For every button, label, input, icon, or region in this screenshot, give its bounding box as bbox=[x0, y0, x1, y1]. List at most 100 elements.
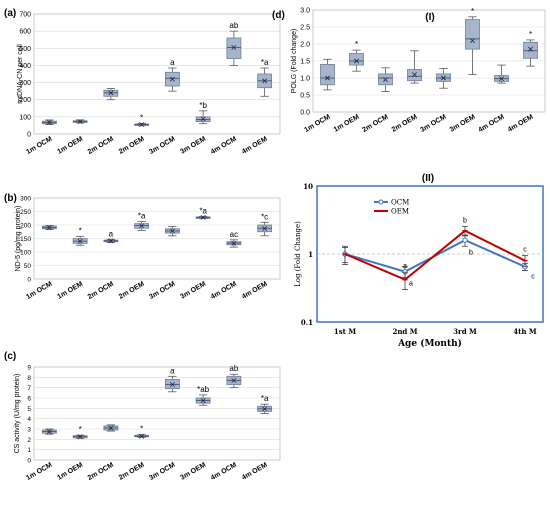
x-category-label: 2m OEM bbox=[118, 136, 146, 156]
significance-label: *a bbox=[261, 394, 269, 403]
x-category-label: 2m OEM bbox=[118, 462, 146, 482]
y-tick-label: 50 bbox=[24, 263, 32, 270]
y-tick-label: 300 bbox=[19, 80, 31, 87]
y-tick-label: 0 bbox=[27, 277, 31, 284]
y-tick-label: 0.1 bbox=[301, 318, 313, 327]
x-category-label: 3m OEM bbox=[179, 281, 207, 301]
significance-label: * bbox=[355, 40, 358, 49]
x-category-label: 3m OEM bbox=[449, 114, 477, 134]
y-tick-label: 1.5 bbox=[300, 59, 310, 66]
y-tick-label: 0 bbox=[27, 458, 31, 465]
significance-label: * bbox=[140, 425, 143, 434]
y-tick-label: 1.0 bbox=[300, 76, 310, 83]
box-mean-marker bbox=[139, 223, 145, 229]
x-category-label: 1m OCM bbox=[25, 136, 53, 156]
x-category-label: 4m OCM bbox=[210, 136, 238, 156]
significance-label: ab bbox=[229, 364, 238, 373]
x-category-label: 4th M bbox=[513, 327, 537, 336]
x-category-label: 1m OCM bbox=[25, 462, 53, 482]
box-3m-oem: * bbox=[465, 7, 480, 75]
x-category-label: 4m OCM bbox=[210, 462, 238, 482]
significance-label: a bbox=[170, 366, 175, 375]
y-tick-label: 8 bbox=[27, 375, 31, 382]
significance-label: c bbox=[531, 274, 535, 281]
significance-label: ab bbox=[229, 21, 238, 30]
box-3m-oem: *ab bbox=[195, 385, 211, 406]
box-mean-marker bbox=[77, 119, 83, 125]
significance-label: *ab bbox=[197, 385, 210, 394]
line-panel: 0.1 1 10 Log (Fold Change) (II) 1st M 2nd M 3rd… bbox=[294, 173, 544, 349]
x-category-label: 3m OEM bbox=[179, 462, 207, 482]
y-tick-label: 400 bbox=[19, 63, 31, 70]
box-iqr bbox=[465, 19, 480, 50]
box-3m-oem: *b bbox=[195, 101, 211, 125]
y-tick-label: 200 bbox=[20, 223, 31, 230]
box-mean-marker bbox=[231, 44, 237, 50]
y-axis-label: POLG (Fold change) bbox=[291, 29, 298, 94]
x-category-label: 4m OEM bbox=[241, 281, 269, 301]
panel-label: (a) bbox=[4, 8, 16, 19]
significance-label: * bbox=[471, 7, 474, 16]
box-mean-marker bbox=[200, 214, 206, 220]
significance-label: a bbox=[403, 263, 407, 270]
box-2m-ocm bbox=[103, 88, 119, 101]
y-tick-label: 6 bbox=[27, 396, 31, 403]
x-axis-label: Age (Month) bbox=[397, 338, 462, 349]
box-2m-oem: * bbox=[134, 113, 150, 128]
box-mean-marker bbox=[46, 429, 52, 435]
box-4m-ocm: ac bbox=[226, 230, 242, 248]
box-4m-oem: *a bbox=[257, 58, 273, 97]
y-tick-label: 700 bbox=[19, 12, 31, 19]
y-tick-label: 0.5 bbox=[300, 93, 310, 100]
y-tick-label: 2.5 bbox=[300, 25, 310, 32]
box-3m-ocm: a bbox=[164, 58, 180, 92]
box-iqr bbox=[349, 53, 364, 66]
box-3m-ocm: a bbox=[164, 366, 180, 393]
box-2m-oem: * bbox=[134, 425, 150, 439]
subpanel-label: (II) bbox=[422, 173, 434, 184]
box-mean-marker bbox=[108, 90, 114, 96]
y-tick-label: 10 bbox=[303, 182, 313, 191]
legend-label: OEM bbox=[391, 208, 409, 216]
significance-label: c bbox=[523, 247, 527, 254]
x-category-label: 2m OCM bbox=[87, 462, 115, 482]
x-category-label: 2m OEM bbox=[391, 114, 419, 134]
box-mean-marker bbox=[412, 72, 417, 78]
box-2m-ocm: a bbox=[103, 229, 119, 244]
x-category-label: 1m OCM bbox=[25, 281, 53, 301]
box-mean-marker bbox=[77, 238, 83, 244]
x-category-label: 1m OEM bbox=[56, 136, 84, 156]
box-mean-marker bbox=[139, 122, 145, 128]
significance-label: a bbox=[409, 281, 413, 288]
y-tick-label: 100 bbox=[20, 250, 31, 257]
box-4m-oem: *c bbox=[257, 212, 273, 237]
box-mean-marker bbox=[262, 226, 268, 231]
box-mean-marker bbox=[200, 116, 206, 122]
box-mean-marker bbox=[499, 76, 504, 82]
box-mean-marker bbox=[169, 228, 175, 234]
box-mean-marker bbox=[262, 78, 268, 84]
box-4m-ocm bbox=[494, 64, 509, 84]
box-mean-marker bbox=[46, 224, 52, 230]
box-4m-oem: *a bbox=[257, 394, 273, 414]
box-2m-oem bbox=[407, 50, 422, 84]
x-category-label: 4m OCM bbox=[477, 114, 505, 134]
y-tick-label: 100 bbox=[19, 114, 31, 121]
significance-label: * bbox=[140, 113, 143, 122]
x-category-label: 1st M bbox=[334, 327, 356, 336]
x-category-label: 3m OEM bbox=[179, 136, 207, 156]
y-tick-label: 2.0 bbox=[300, 42, 310, 49]
box-2m-ocm bbox=[378, 67, 393, 92]
y-tick-label: 150 bbox=[20, 236, 31, 243]
box-mean-marker bbox=[528, 46, 533, 52]
panel-label: (d) bbox=[272, 10, 285, 21]
y-axis-label: mtDNA-CN per cell bbox=[17, 44, 24, 104]
significance-label: b bbox=[463, 217, 467, 224]
x-category-label: 1m OEM bbox=[56, 462, 84, 482]
significance-label: *a bbox=[261, 58, 269, 67]
box-mean-marker bbox=[77, 434, 83, 440]
y-axis-label: Log (Fold Change) bbox=[294, 221, 302, 287]
legend-label: OCM bbox=[391, 199, 409, 207]
series-ocm: a b c bbox=[342, 234, 535, 288]
data-point bbox=[462, 237, 468, 243]
